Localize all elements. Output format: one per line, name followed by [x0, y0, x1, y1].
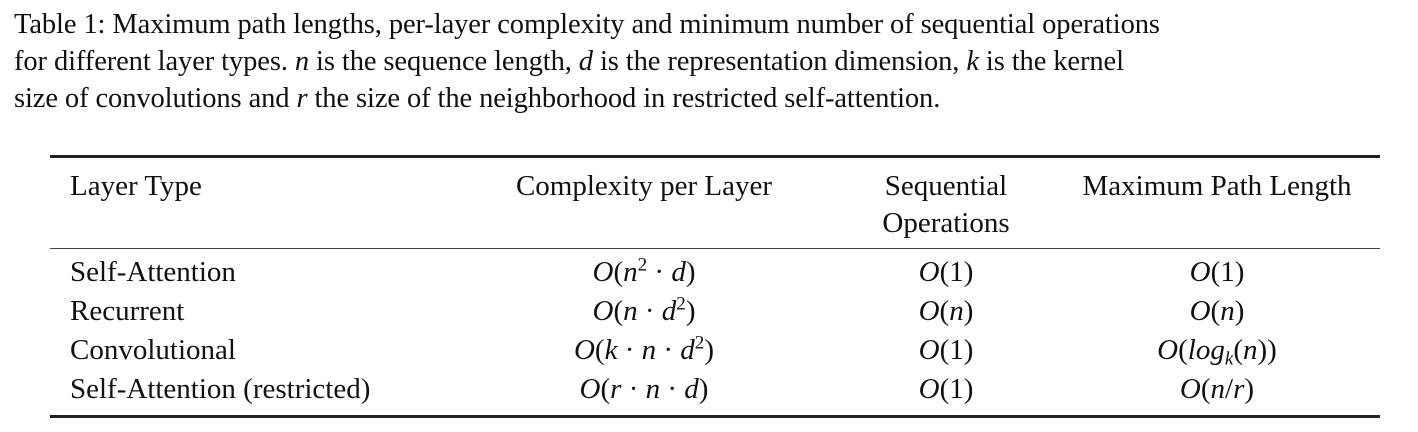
header-sequential-operations: Sequential Operations: [882, 170, 1010, 239]
cell-complexity: O(r · n · d): [579, 373, 709, 405]
table-body: Self-Attention O(n2 · d) O(1) O(1) Recurrent…: [50, 249, 1380, 417]
cell-complexity: O(k · n · d2): [573, 332, 715, 366]
header-layer-type: Layer Type: [70, 170, 202, 202]
table-caption: Table 1: Maximum path lengths, per-layer…: [14, 6, 1414, 117]
cell-complexity: O(n2 · d): [592, 254, 696, 288]
header-complexity: Complexity per Layer: [515, 170, 773, 202]
table-row: Recurrent O(n · d2) O(n) O(n): [50, 292, 1380, 331]
cell-maximum-path-length: O(logk(n)): [1157, 334, 1277, 370]
table-row: Self-Attention (restricted) O(r · n · d) O…: [50, 370, 1380, 417]
table-row: Convolutional O(k · n · d2) O(1) O(logk(n)): [50, 331, 1380, 370]
cell-layer-type: Self-Attention: [70, 256, 236, 288]
cell-layer-type: Recurrent: [70, 295, 185, 327]
cell-sequential-operations: O(1): [918, 373, 974, 405]
cell-sequential-operations: O(1): [918, 334, 974, 366]
cell-maximum-path-length: O(n): [1189, 295, 1245, 327]
layer-comparison-table: Layer Type Complexity per Layer Sequenti…: [50, 155, 1380, 418]
cell-complexity: O(n · d2): [592, 293, 696, 327]
cell-layer-type: Self-Attention (restricted): [70, 373, 371, 405]
cell-sequential-operations: O(n): [918, 295, 974, 327]
cell-maximum-path-length: O(1): [1189, 256, 1245, 288]
caption-line: Table 1: Maximum path lengths, per-layer…: [14, 9, 1160, 40]
cell-sequential-operations: O(1): [918, 256, 974, 288]
header-row: Layer Type Complexity per Layer Sequenti…: [50, 156, 1380, 249]
header-maximum-path-length: Maximum Path Length: [1082, 170, 1352, 202]
cell-maximum-path-length: O(n/r): [1179, 373, 1255, 405]
cell-layer-type: Convolutional: [70, 334, 236, 366]
table-header: Layer Type Complexity per Layer Sequenti…: [50, 156, 1380, 249]
caption-line: for different layer types. n is the sequ…: [14, 46, 1124, 77]
caption-line: size of convolutions and r the size of t…: [14, 83, 941, 114]
table-row: Self-Attention O(n2 · d) O(1) O(1): [50, 249, 1380, 293]
